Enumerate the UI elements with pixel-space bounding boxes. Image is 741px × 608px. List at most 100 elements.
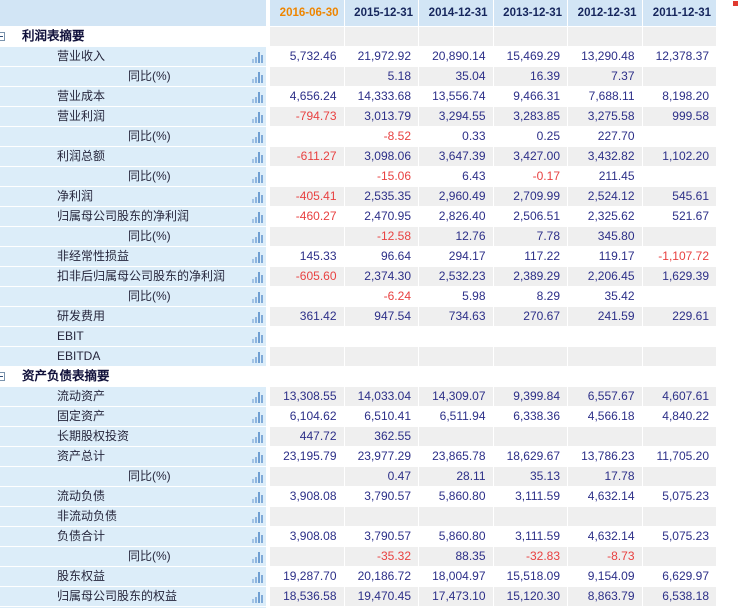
value-cell: 5,860.80 [419, 527, 494, 547]
chart-icon-cell[interactable] [250, 467, 266, 487]
bar-chart-icon[interactable] [252, 391, 264, 403]
chart-icon-cell[interactable] [250, 447, 266, 467]
bar-chart-icon[interactable] [252, 311, 264, 323]
chart-icon-cell[interactable] [250, 307, 266, 327]
row-label: EBIT [57, 329, 84, 343]
column-header-2014-12-31[interactable]: 2014-12-31 [419, 0, 494, 27]
chart-icon-cell[interactable] [250, 47, 266, 67]
divider [266, 567, 270, 587]
value-cell [419, 327, 494, 347]
bar-chart-icon[interactable] [252, 111, 264, 123]
value-cell [642, 67, 717, 87]
value-cell: 18,004.97 [419, 567, 494, 587]
column-header-2015-12-31[interactable]: 2015-12-31 [344, 0, 419, 27]
row-label: 非流动负债 [57, 509, 118, 523]
column-header-2012-12-31[interactable]: 2012-12-31 [568, 0, 643, 27]
chart-icon-cell[interactable] [250, 587, 266, 607]
collapse-icon[interactable] [0, 32, 5, 41]
value-cells: 447.72 362.55 [270, 427, 717, 447]
bar-chart-icon[interactable] [252, 211, 264, 223]
chart-icon-cell[interactable] [250, 387, 266, 407]
bar-chart-icon[interactable] [252, 491, 264, 503]
chart-icon-cell[interactable] [250, 167, 266, 187]
bar-chart-icon[interactable] [252, 191, 264, 203]
value-cell [344, 327, 419, 347]
bar-chart-icon[interactable] [252, 171, 264, 183]
bar-chart-icon[interactable] [252, 591, 264, 603]
chart-icon-cell[interactable] [250, 567, 266, 587]
value-cell: 241.59 [568, 307, 643, 327]
bar-chart-icon[interactable] [252, 411, 264, 423]
bar-chart-icon[interactable] [252, 51, 264, 63]
value-cell: 4,632.14 [568, 527, 643, 547]
bar-chart-icon[interactable] [252, 511, 264, 523]
chart-icon-cell[interactable] [250, 247, 266, 267]
chart-icon-cell[interactable] [250, 427, 266, 447]
bar-chart-icon[interactable] [252, 91, 264, 103]
chart-icon-cell[interactable] [250, 407, 266, 427]
divider [717, 387, 741, 407]
bar-chart-icon[interactable] [252, 471, 264, 483]
row-label: 营业利润 [57, 109, 106, 123]
chart-icon-cell[interactable] [250, 547, 266, 567]
bar-chart-icon[interactable] [252, 331, 264, 343]
bar-chart-icon[interactable] [252, 351, 264, 363]
row-label: 同比(%) [128, 469, 171, 483]
chart-icon-cell[interactable] [250, 147, 266, 167]
value-cell [270, 67, 345, 87]
bar-chart-icon[interactable] [252, 451, 264, 463]
header-columns: 2016-06-30 2015-12-31 2014-12-31 2013-12… [270, 0, 717, 27]
bar-chart-icon[interactable] [252, 271, 264, 283]
chart-icon-cell[interactable] [250, 267, 266, 287]
value-cell [568, 367, 643, 387]
collapse-icon[interactable] [0, 372, 5, 381]
bar-chart-icon[interactable] [252, 71, 264, 83]
bar-chart-icon[interactable] [252, 431, 264, 443]
value-cell: -8.52 [344, 127, 419, 147]
chart-icon-cell[interactable] [250, 107, 266, 127]
bar-chart-icon[interactable] [252, 531, 264, 543]
bar-chart-icon[interactable] [252, 571, 264, 583]
value-cell: 2,524.12 [568, 187, 643, 207]
column-header-2016-06-30[interactable]: 2016-06-30 [270, 0, 345, 27]
value-cell: 362.55 [344, 427, 419, 447]
value-cell [344, 347, 419, 367]
chart-icon-cell[interactable] [250, 527, 266, 547]
value-cells: -12.58 12.76 7.78 345.80 [270, 227, 717, 247]
column-header-2013-12-31[interactable]: 2013-12-31 [493, 0, 568, 27]
divider [266, 47, 270, 67]
value-cell [642, 547, 717, 567]
divider [717, 407, 741, 427]
chart-icon-cell[interactable] [250, 347, 266, 367]
bar-chart-icon[interactable] [252, 291, 264, 303]
table-row: 同比(%) -12.58 12.76 7.78 345.80 [0, 227, 741, 247]
chart-icon-cell[interactable] [250, 327, 266, 347]
value-cell: 2,206.45 [568, 267, 643, 287]
row-label: 非经常性损益 [57, 249, 130, 263]
chart-icon-cell[interactable] [250, 187, 266, 207]
table-row: 股东权益 19,287.70 20,186.72 18,004.97 15,51… [0, 567, 741, 587]
chart-icon-cell[interactable] [250, 287, 266, 307]
bar-chart-icon[interactable] [252, 251, 264, 263]
value-cell: 23,865.78 [419, 447, 494, 467]
bar-chart-icon[interactable] [252, 231, 264, 243]
row-label: 利润总额 [57, 149, 106, 163]
chart-icon-cell[interactable] [250, 507, 266, 527]
value-cells: 5,732.46 21,972.92 20,890.14 15,469.29 1… [270, 47, 717, 67]
chart-icon-cell[interactable] [250, 487, 266, 507]
divider [266, 487, 270, 507]
bar-chart-icon[interactable] [252, 151, 264, 163]
chart-icon-cell[interactable] [250, 87, 266, 107]
value-cells: -35.32 88.35 -32.83 -8.73 [270, 547, 717, 567]
chart-icon-cell[interactable] [250, 227, 266, 247]
chart-icon-cell[interactable] [250, 127, 266, 147]
chart-icon-cell[interactable] [250, 207, 266, 227]
bar-chart-icon[interactable] [252, 131, 264, 143]
bar-chart-icon[interactable] [252, 551, 264, 563]
chart-icon-cell[interactable] [250, 67, 266, 87]
value-cells: -611.27 3,098.06 3,647.39 3,427.00 3,432… [270, 147, 717, 167]
column-header-2011-12-31[interactable]: 2011-12-31 [642, 0, 717, 27]
table-row: 营业成本 4,656.24 14,333.68 13,556.74 9,466.… [0, 87, 741, 107]
divider [266, 227, 270, 247]
divider [717, 587, 741, 607]
